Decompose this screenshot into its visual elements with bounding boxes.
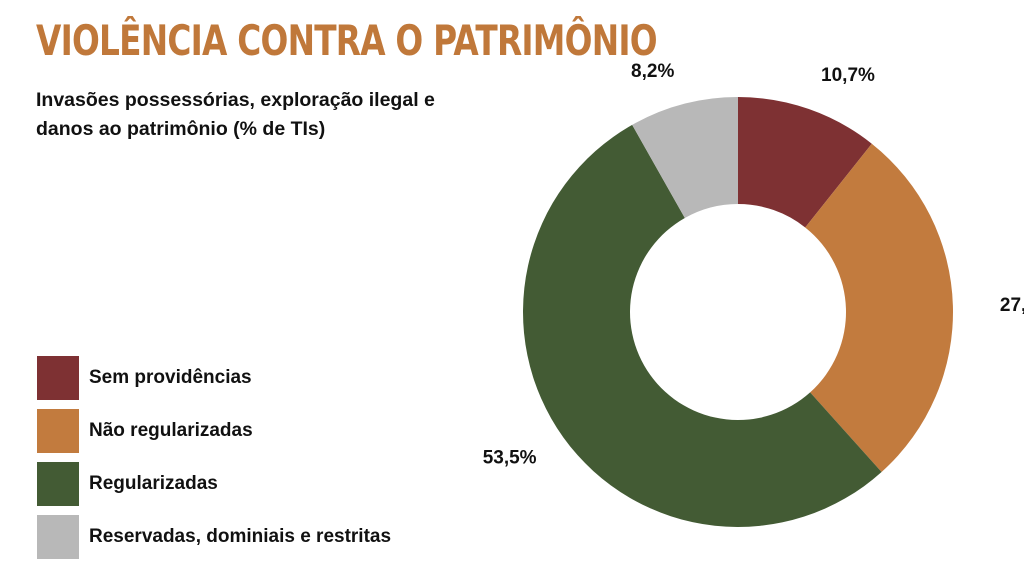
legend-item-nao-regularizadas: Não regularizadas [37,409,391,453]
legend-swatch-sem-providencias [37,356,79,400]
legend-label-regularizadas: Regularizadas [89,473,218,494]
label-reservadas: 8,2% [631,61,674,82]
legend-swatch-reservadas [37,515,79,559]
slice-sem-providencias [738,97,872,228]
legend-label-nao-regularizadas: Não regularizadas [89,420,253,441]
chart-subtitle: Invasões possessórias, exploração ilegal… [36,89,435,140]
legend-item-sem-providencias: Sem providências [37,356,391,400]
legend-label-sem-providencias: Sem providências [89,367,252,388]
legend-item-regularizadas: Regularizadas [37,462,391,506]
slice-nao-regularizadas [805,143,954,473]
slice-reservadas [632,97,738,218]
legend-item-reservadas: Reservadas, dominiais e restritas [37,515,391,559]
label-nao-regularizadas: 27,7% [1000,295,1024,316]
legend-swatch-nao-regularizadas [37,409,79,453]
legend: Sem providências Não regularizadas Regul… [37,356,391,568]
chart-title: VIOLÊNCIA CONTRA O PATRIMÔNIO [36,16,658,65]
legend-swatch-regularizadas [37,462,79,506]
slice-regularizadas [523,124,882,527]
legend-label-reservadas: Reservadas, dominiais e restritas [89,526,392,547]
label-sem-providencias: 10,7% [821,65,875,86]
label-regularizadas: 53,5% [483,448,537,469]
